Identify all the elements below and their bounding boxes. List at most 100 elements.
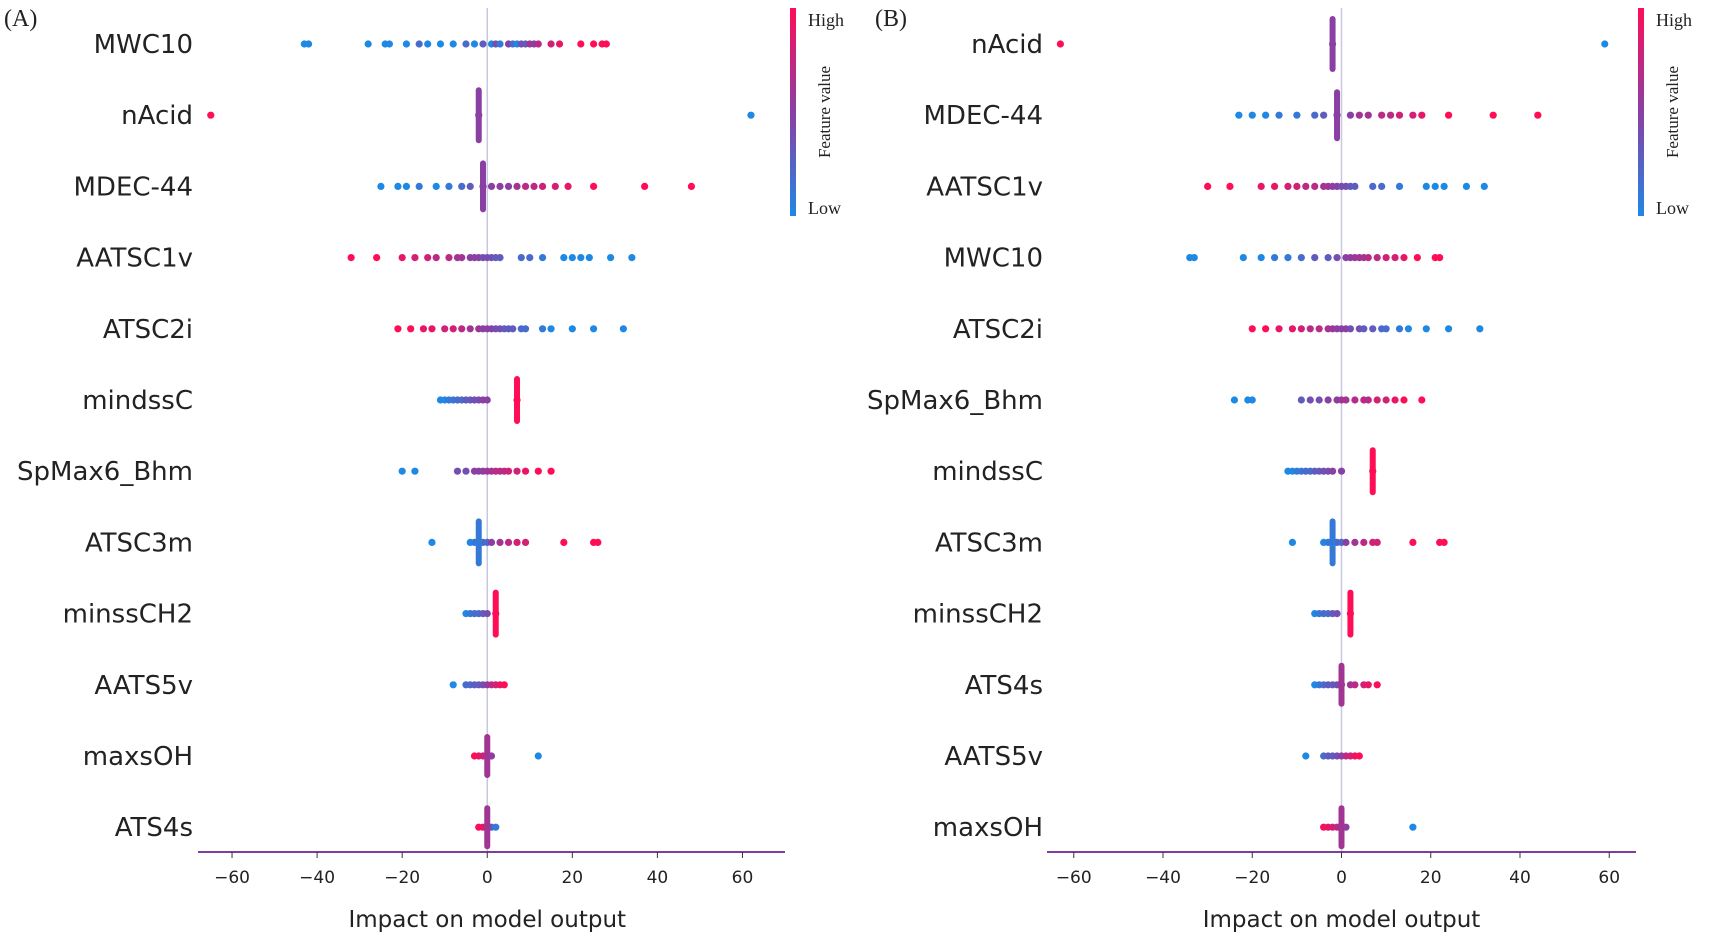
x-tick-label: 60 [1598, 868, 1620, 888]
shap-point [1395, 111, 1404, 119]
shap-point [1204, 182, 1212, 190]
colorbar-gradient [790, 8, 796, 216]
shap-point [521, 538, 530, 547]
shap-point [458, 182, 466, 190]
feature-labels: nAcid MDEC-44 AATSC1v MWC10 ATSC2i SpMax6_Bhm… [867, 30, 1043, 843]
shap-point [521, 467, 530, 475]
shap-point [1257, 182, 1265, 190]
feature-label: maxsOH [83, 742, 193, 772]
shap-point [1369, 325, 1377, 333]
feature-label: MDEC-44 [73, 172, 193, 202]
feature-label: SpMax6_Bhm [867, 386, 1043, 416]
shap-point [504, 467, 513, 475]
shap-point [504, 538, 513, 547]
shap-point [1302, 182, 1310, 190]
shap-point [589, 40, 598, 48]
shap-point [1418, 396, 1426, 404]
shap-point [530, 182, 538, 190]
shap-point [398, 254, 406, 262]
dense-cluster [1338, 662, 1345, 707]
shap-point [1315, 325, 1323, 333]
shap-point [641, 182, 649, 190]
shap-point [487, 538, 496, 547]
shap-point [568, 325, 576, 333]
shap-point [1346, 325, 1355, 333]
shap-point [1306, 325, 1314, 333]
shap-point [445, 182, 453, 190]
shap-point [496, 538, 504, 547]
shap-point [1409, 538, 1417, 547]
shap-point [462, 467, 470, 475]
shap-point [377, 182, 385, 190]
x-tick-label: −40 [299, 868, 335, 888]
feature-label: SpMax6_Bhm [17, 457, 193, 487]
shap-point [411, 254, 419, 262]
dense-cluster [1338, 805, 1345, 850]
shap-point [1355, 111, 1363, 119]
shap-point [568, 254, 576, 262]
shap-point [1311, 111, 1319, 119]
shap-point [560, 538, 568, 547]
shap-point [534, 467, 542, 475]
shap-point [585, 254, 593, 262]
shap-point [1275, 111, 1283, 119]
shap-point [589, 182, 598, 190]
shap-point [564, 182, 572, 190]
shap-point [424, 254, 432, 262]
dense-cluster [475, 87, 482, 144]
shap-point [1297, 325, 1305, 333]
x-tick-label: 0 [1336, 868, 1347, 888]
feature-label: AATSC1v [76, 244, 193, 274]
feature-label: AATS5v [94, 671, 193, 701]
shap-point [1226, 182, 1234, 190]
shap-point [1364, 681, 1372, 689]
shap-point [1422, 182, 1430, 190]
shap-point [449, 325, 457, 333]
shap-point [415, 182, 423, 190]
shap-point [1262, 325, 1270, 333]
shap-point [1400, 254, 1408, 262]
panel-a: (A) MWC10 nAcid MDEC-44 AATSC1v ATSC2i mindss… [4, 6, 844, 933]
shap-point [577, 40, 585, 48]
shap-point [1373, 254, 1381, 262]
shap-point [483, 396, 491, 404]
shap-point [1436, 254, 1444, 262]
shap-point [517, 254, 525, 262]
feature-label: ATSC3m [85, 528, 193, 558]
shap-point [1190, 254, 1198, 262]
shap-point [1431, 182, 1439, 190]
shap-point [1342, 396, 1350, 404]
shap-point [628, 254, 636, 262]
shap-point [496, 254, 504, 262]
shap-point [538, 254, 547, 262]
shap-point [538, 325, 547, 333]
shap-point [1328, 467, 1337, 475]
shap-point [1351, 538, 1359, 547]
shap-point [1235, 111, 1243, 119]
shap-point [509, 325, 517, 333]
shap-point [560, 254, 568, 262]
shap-point [534, 752, 542, 760]
dense-cluster [1369, 447, 1376, 496]
shap-point [466, 182, 474, 190]
shap-point [1462, 182, 1471, 190]
shap-point [1293, 182, 1301, 190]
shap-point [487, 182, 496, 190]
feature-labels: MWC10 nAcid MDEC-44 AATSC1v ATSC2i mindssC SpM… [17, 30, 193, 843]
shap-point [411, 467, 419, 475]
shap-point [432, 182, 440, 190]
colorbar: High Low Feature value [790, 8, 844, 218]
shap-point [1404, 325, 1413, 333]
shap-point [1378, 111, 1386, 119]
shap-point [500, 681, 508, 689]
feature-label: ATSC3m [935, 528, 1043, 558]
shap-point [1333, 610, 1341, 618]
shap-point [1333, 254, 1341, 262]
panel-label: (B) [875, 6, 907, 32]
dense-cluster [484, 734, 491, 778]
shap-point [407, 325, 415, 333]
shap-point [1534, 111, 1542, 119]
shap-point [1440, 182, 1448, 190]
shap-point [347, 254, 355, 262]
